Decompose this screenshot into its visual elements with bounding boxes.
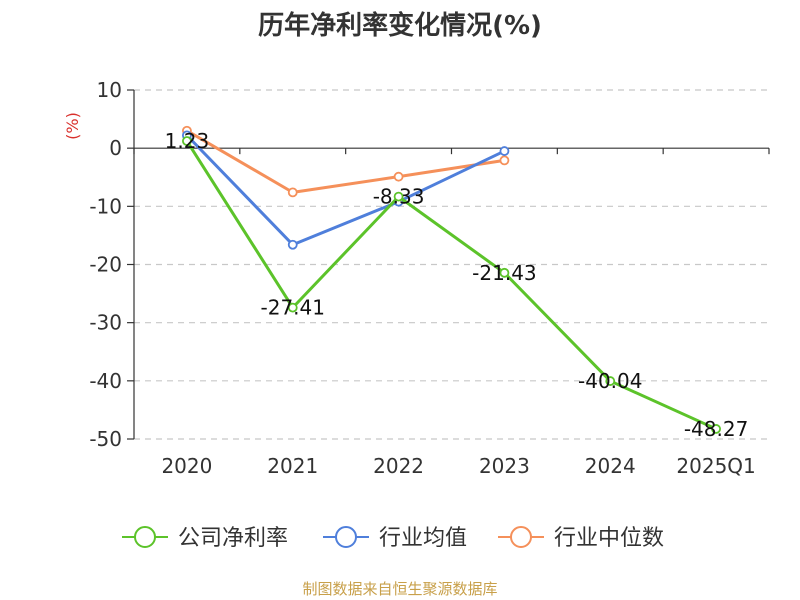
data-label: -8.33	[373, 185, 425, 209]
legend-marker	[335, 526, 357, 548]
legend-item: 行业中位数	[498, 526, 664, 551]
chart-title: 历年净利率变化情况(%)	[258, 10, 542, 41]
data-source-note: 制图数据来自恒生聚源数据库	[302, 580, 497, 598]
series-lines	[182, 125, 721, 434]
data-point	[499, 155, 510, 166]
y-tick-label: 0	[109, 136, 122, 160]
x-tick-label: 2021	[267, 454, 318, 478]
y-tick-label: -50	[89, 427, 122, 451]
data-point	[499, 146, 510, 156]
y-tick-label: 10	[97, 78, 122, 102]
legend-item: 公司净利率	[122, 526, 288, 551]
data-label: 1.23	[165, 129, 210, 153]
x-tick-label: 2023	[479, 454, 530, 478]
legend-marker	[134, 526, 156, 548]
legend-item: 行业均值	[323, 526, 467, 551]
data-point	[182, 136, 192, 146]
y-tick-label: -20	[89, 253, 122, 277]
legend-label: 行业均值	[379, 526, 467, 551]
y-tick-label: -30	[89, 311, 122, 335]
y-tick-label: -40	[89, 369, 122, 393]
data-point	[711, 424, 721, 434]
data-point	[287, 302, 298, 313]
x-tick-label: 2025Q1	[676, 454, 755, 478]
data-label: -27.41	[261, 296, 325, 320]
axes: 10 0 -10 -20 -30 -40 -50 2020 2021 2022 2023 2024 20…	[89, 78, 770, 478]
series-line	[185, 140, 717, 431]
legend-label: 公司净利率	[178, 526, 288, 551]
x-tick-label: 2024	[585, 454, 636, 478]
x-tick-label: 2022	[373, 454, 424, 478]
data-label: -48.27	[684, 417, 748, 441]
data-point	[287, 187, 298, 198]
series-line	[185, 134, 506, 247]
data-point	[393, 191, 404, 202]
data-label: -40.04	[578, 369, 642, 393]
data-point	[499, 267, 510, 278]
data-point	[605, 376, 616, 386]
data-point	[287, 239, 298, 250]
legend-marker	[510, 526, 532, 548]
y-axis-unit-label: (%)	[63, 112, 82, 140]
legend-label: 行业中位数	[554, 526, 664, 551]
series-line	[186, 129, 505, 194]
data-labels: 1.23 -27.41 -8.33 -21.43 -40.04 -48.27	[165, 129, 749, 441]
legend: 公司净利率 行业均值 行业中位数	[122, 526, 664, 551]
x-tick-label: 2020	[161, 454, 212, 478]
y-tick-label: -10	[89, 194, 122, 218]
data-label: -21.43	[472, 261, 536, 285]
grid-lines	[134, 89, 769, 440]
data-point	[393, 171, 404, 182]
